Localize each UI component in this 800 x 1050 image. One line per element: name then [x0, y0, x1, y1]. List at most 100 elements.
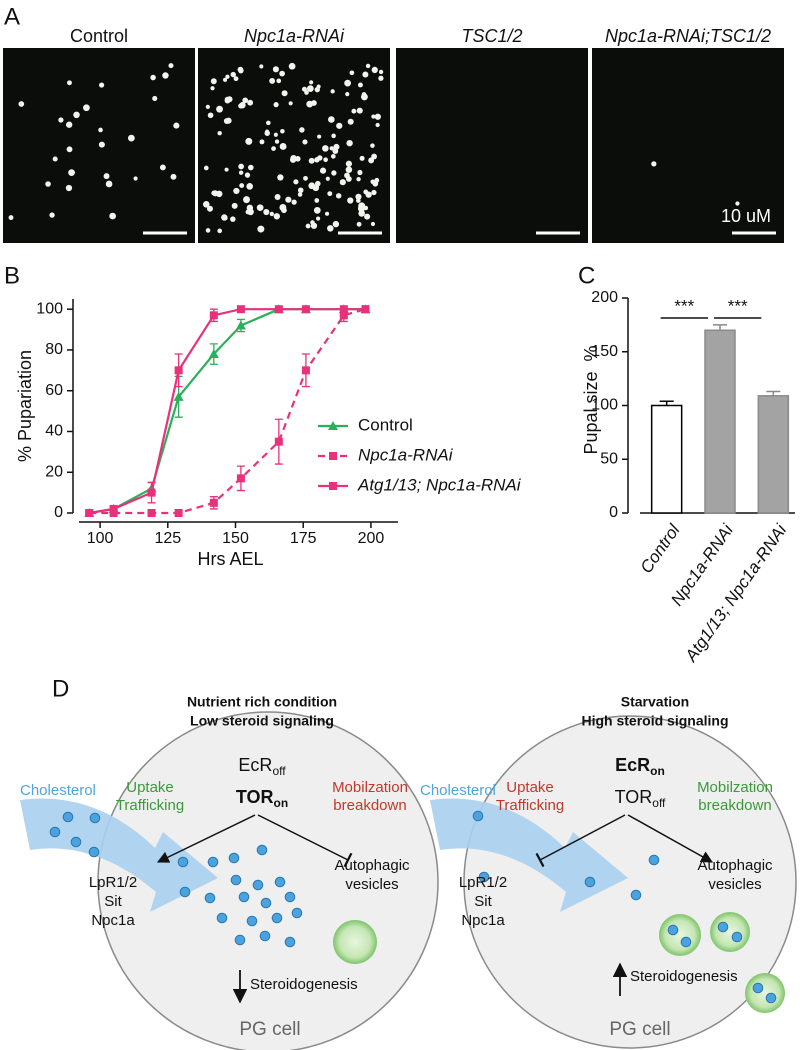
lipid-droplet — [231, 202, 238, 209]
marker — [208, 349, 219, 359]
lipid-droplet — [271, 146, 276, 151]
cholesterol-dot — [204, 892, 216, 904]
ecr-label: EcRoff — [238, 755, 286, 778]
panel-label: A — [4, 3, 20, 30]
transporter-label: Sit — [474, 893, 492, 910]
image-title: Npc1a-RNAi;TSC1/2 — [605, 26, 771, 46]
x-tick-label: 175 — [290, 530, 317, 547]
lipid-droplet — [150, 74, 156, 81]
lipid-droplet — [355, 193, 362, 200]
tor-base: TOR — [236, 787, 274, 807]
cholesterol-dot — [259, 930, 271, 942]
steroidogenesis-label: Steroidogenesis — [250, 976, 358, 993]
lipid-droplet — [242, 97, 249, 104]
lipid-droplet — [362, 71, 369, 78]
lipid-droplet — [207, 112, 214, 119]
lipid-droplet — [344, 79, 352, 87]
lipid-droplet — [323, 157, 328, 163]
cholesterol-dot — [230, 874, 242, 886]
panel-a: A Control Npc1a-RNAi TSC1/2 Npc1a-RNAi;TSC1… — [3, 3, 784, 243]
lipid-droplet — [263, 208, 270, 216]
condition-title: Nutrient rich condition — [187, 694, 337, 710]
lipid-droplet — [295, 156, 301, 162]
lipid-droplet — [238, 170, 244, 175]
lipid-droplet — [346, 139, 353, 147]
marker — [274, 437, 283, 446]
lipid-droplet — [18, 101, 25, 107]
y-tick-label: 150 — [591, 343, 618, 360]
cholesterol-dot — [731, 931, 743, 943]
x-tick-label: 150 — [222, 530, 249, 547]
cell-outline — [463, 715, 797, 1049]
cholesterol-dot — [752, 982, 764, 994]
lipid-droplet — [356, 177, 361, 182]
marker — [109, 504, 118, 513]
lipid-droplet — [224, 96, 231, 103]
lipid-droplet — [347, 197, 354, 204]
marker — [174, 509, 183, 517]
cholesterol-dot — [207, 856, 219, 868]
condition-title: High steroid signaling — [581, 713, 728, 729]
lipid-droplet — [356, 107, 363, 114]
lipid-droplet — [103, 173, 110, 180]
y-axis-label: % Pupariation — [15, 350, 35, 462]
inhibition — [257, 814, 353, 868]
lipid-droplet — [285, 196, 292, 203]
cholesterol-dot — [228, 852, 240, 864]
lipid-droplet — [304, 90, 309, 95]
y-tick-label: 80 — [45, 341, 63, 358]
image-title: Npc1a-RNAi — [244, 26, 345, 46]
lipid-droplet — [216, 190, 223, 198]
tor-label: TORon — [236, 787, 288, 810]
marker — [209, 311, 218, 320]
lipid-droplet — [221, 214, 228, 221]
lipid-droplet — [233, 187, 240, 195]
error-bar — [713, 324, 727, 331]
lipid-droplet — [233, 76, 239, 82]
lipid-droplet — [230, 216, 236, 222]
legend-marker — [329, 452, 337, 460]
lipid-droplet — [359, 155, 365, 161]
tor-base: TOR — [615, 787, 653, 807]
lipid-droplet — [257, 225, 265, 233]
cholesterol-dot — [284, 936, 296, 948]
lipid-droplet — [127, 134, 135, 142]
legend-label: Control — [358, 415, 413, 434]
x-tick-label: Atg1/13; Npc1a-RNAi — [681, 520, 791, 666]
vesicle — [710, 912, 750, 952]
lipid-droplet — [288, 62, 296, 70]
lipid-droplet — [325, 176, 330, 181]
vesicle-label: vesicles — [345, 876, 398, 893]
lipid-droplet — [371, 114, 376, 119]
lipid-droplet — [345, 92, 350, 97]
lipid-droplet — [224, 167, 229, 172]
lipid-droplet — [281, 207, 287, 214]
mobilization-label: breakdown — [698, 797, 771, 814]
lipid-droplet — [217, 228, 223, 234]
panel-label: D — [52, 675, 69, 702]
lipid-droplet — [230, 71, 236, 78]
panel-label: B — [4, 262, 20, 289]
cholesterol-dot — [472, 810, 484, 822]
lipid-droplet — [365, 191, 372, 198]
bar — [757, 395, 790, 514]
mobilization-label: Mobilzation — [697, 779, 773, 796]
lipid-droplet — [365, 63, 371, 69]
lipid-droplet — [313, 206, 321, 214]
lipid-droplet — [349, 70, 355, 76]
lipid-droplet — [368, 157, 375, 164]
lipid-droplet — [65, 121, 73, 128]
panel-b: B 0 20 40 60 80 100 100 125 150 175 200 Hrs AEL % Pup… — [4, 262, 522, 568]
cholesterol-dot — [584, 876, 596, 888]
legend-marker — [329, 482, 337, 490]
cholesterol-dot — [765, 992, 777, 1004]
lipid-droplet — [279, 70, 285, 77]
lipid-droplet — [311, 100, 317, 106]
lipid-droplet — [357, 82, 363, 88]
cholesterol-dot — [234, 934, 246, 946]
cholesterol-dot — [274, 876, 286, 888]
lipid-droplet — [49, 212, 55, 218]
lipid-droplet — [327, 191, 333, 197]
legend-label: Atg1/13; Npc1a-RNAi — [357, 475, 522, 494]
significance-label: *** — [674, 296, 694, 315]
